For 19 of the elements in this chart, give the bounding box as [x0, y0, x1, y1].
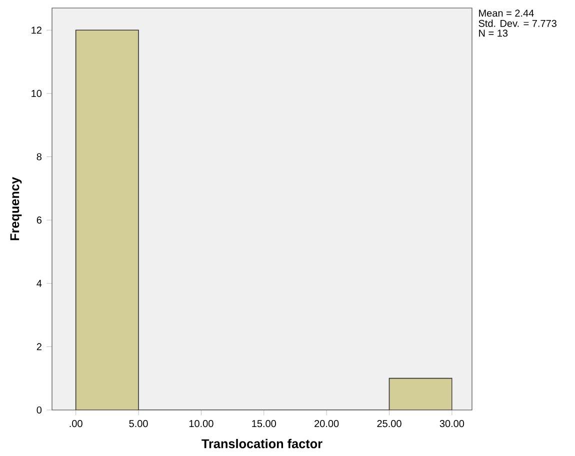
- y-tick-label: 0: [36, 406, 42, 414]
- text: Mean = 2.44: [479, 10, 534, 17]
- x-tick-label: 20.00: [314, 420, 339, 428]
- text: Std. Dev. = 7.773: [478, 20, 556, 27]
- y-tick-label: 6: [36, 216, 42, 224]
- text: N = 13: [479, 30, 508, 37]
- y-tick-label: 4: [36, 280, 42, 287]
- y-tick-label: 2: [36, 343, 42, 350]
- x-tick-label: 25.00: [377, 420, 402, 428]
- x-tick-label: 5.00: [129, 420, 148, 428]
- y-tick-label: 12: [32, 26, 42, 34]
- y-tick-label: 8: [36, 153, 42, 160]
- x-tick-label: 15.00: [252, 420, 276, 428]
- y-axis-title: Frequency: [10, 177, 22, 240]
- x-tick-label: 10.00: [189, 420, 214, 428]
- x-tick-label: 30.00: [440, 420, 464, 428]
- x-tick-label: .00: [70, 420, 82, 428]
- x-axis-title: Translocation factor: [202, 438, 322, 448]
- y-tick-label: 10: [32, 90, 42, 98]
